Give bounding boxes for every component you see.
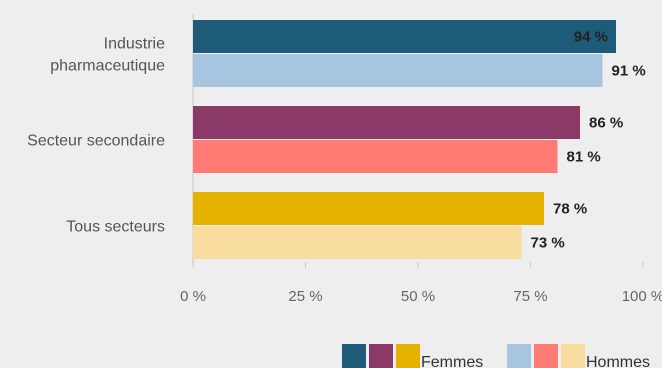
legend-swatch	[561, 344, 585, 368]
legend-label-hommes: Hommes	[586, 354, 650, 368]
x-tick-label: 0 %	[180, 288, 206, 305]
data-label: 86 %	[589, 115, 623, 132]
data-label: 91 %	[612, 63, 646, 80]
bar-femmes	[193, 106, 580, 139]
legend-swatch	[342, 344, 366, 368]
bar-hommes	[193, 140, 558, 173]
legend-swatch	[507, 344, 531, 368]
x-tick-label: 50 %	[401, 288, 435, 305]
bar-hommes	[193, 226, 522, 259]
data-label: 78 %	[553, 201, 587, 218]
category-label: Industrie pharmaceutique	[50, 36, 165, 75]
data-label: 73 %	[531, 235, 565, 252]
bar-femmes	[193, 192, 544, 225]
legend-swatch	[396, 344, 420, 368]
bar-hommes	[193, 54, 603, 87]
x-tick-label: 75 %	[513, 288, 547, 305]
legend-swatch	[369, 344, 393, 368]
legend-swatch	[534, 344, 558, 368]
x-tick-label: 25 %	[288, 288, 322, 305]
x-tick-label: 100 %	[622, 288, 662, 305]
bar-femmes	[193, 20, 616, 53]
data-label: 81 %	[567, 149, 601, 166]
legend-label-femmes: Femmes	[421, 354, 483, 368]
data-label: 94 %	[574, 29, 608, 46]
category-label: Secteur secondaire	[27, 133, 165, 150]
category-label: Tous secteurs	[66, 219, 165, 236]
